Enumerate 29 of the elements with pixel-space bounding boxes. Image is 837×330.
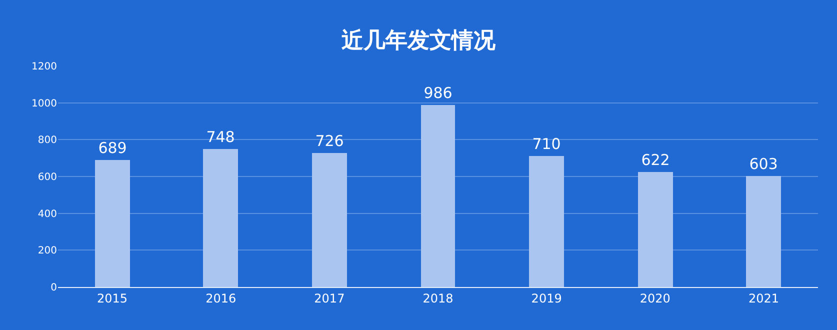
bar bbox=[312, 153, 347, 287]
bar bbox=[421, 105, 455, 287]
data-label: 710 bbox=[532, 135, 561, 153]
x-tick-label: 2021 bbox=[748, 291, 779, 306]
y-tick-label: 400 bbox=[38, 208, 57, 220]
bar bbox=[95, 160, 130, 287]
y-tick-label: 200 bbox=[38, 246, 57, 257]
data-label: 689 bbox=[98, 139, 127, 157]
bar bbox=[746, 176, 781, 287]
x-tick-label: 2016 bbox=[206, 291, 236, 306]
bar bbox=[203, 149, 238, 287]
x-tick-label: 2017 bbox=[314, 291, 345, 306]
x-tick-label: 2018 bbox=[422, 291, 454, 306]
data-label: 603 bbox=[749, 155, 778, 173]
y-tick-label: 1000 bbox=[32, 98, 57, 110]
x-tick-label: 2020 bbox=[640, 291, 670, 306]
x-tick-label: 2015 bbox=[97, 291, 128, 306]
y-tick-label: 0 bbox=[50, 282, 57, 294]
y-tick-label: 1200 bbox=[32, 62, 57, 72]
data-label: 986 bbox=[424, 84, 452, 102]
x-tick-label: 2019 bbox=[531, 291, 562, 306]
data-label: 622 bbox=[641, 151, 670, 169]
chart-title: 近几年发文情况 bbox=[340, 27, 496, 54]
bar bbox=[638, 172, 673, 287]
data-label: 726 bbox=[315, 132, 344, 150]
bar bbox=[529, 156, 564, 287]
y-tick-label: 800 bbox=[38, 135, 57, 146]
y-tick-label: 600 bbox=[38, 172, 57, 183]
data-label: 748 bbox=[206, 128, 235, 146]
